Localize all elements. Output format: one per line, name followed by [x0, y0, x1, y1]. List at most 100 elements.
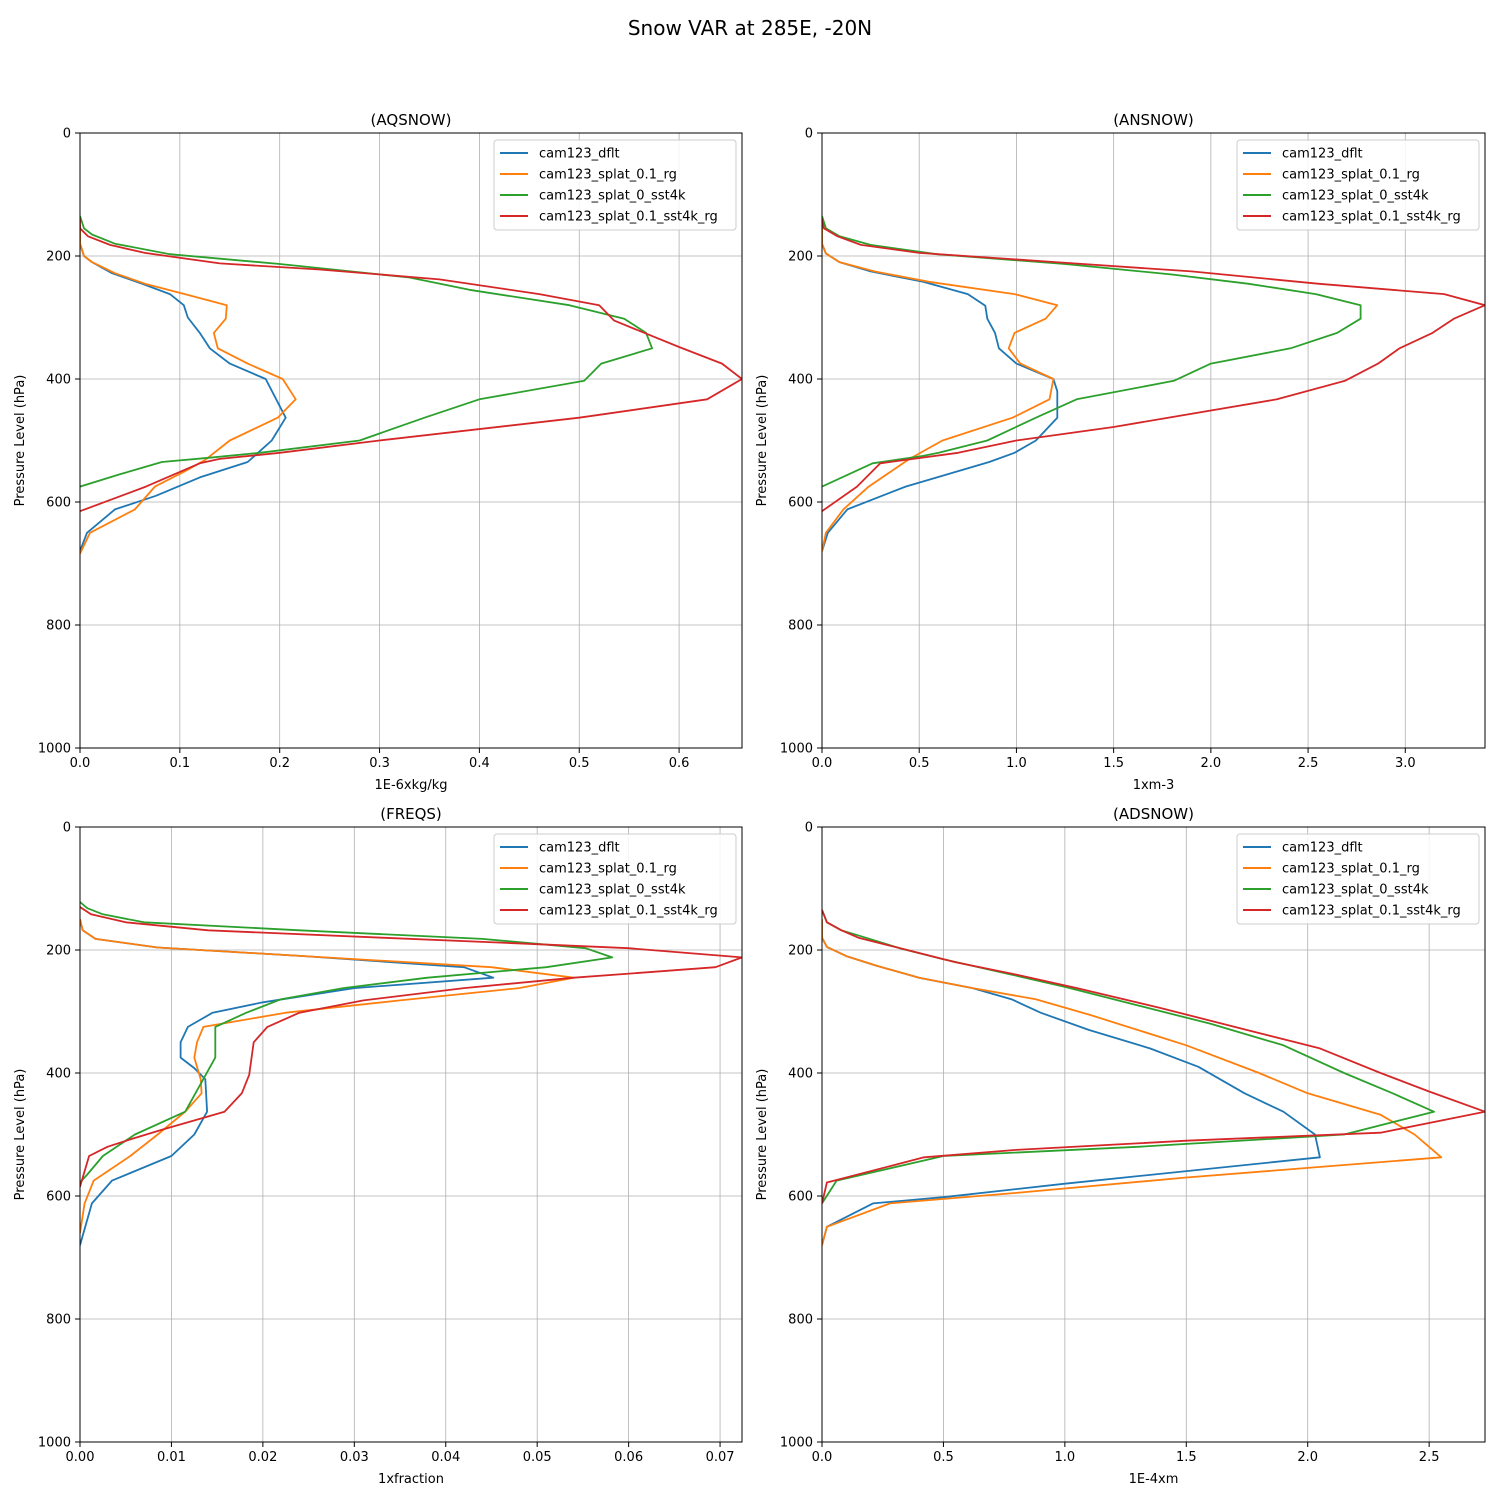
plot-frame: [821, 826, 1486, 1443]
y-tick-label: 400: [46, 373, 71, 388]
x-axis-label: 1E-4xm: [1129, 1472, 1179, 1487]
x-tick-label: 0.03: [340, 1450, 369, 1465]
y-tick-label: 400: [788, 373, 813, 388]
x-tick-label: 1.0: [1055, 1450, 1076, 1465]
chart-panel-1: 0.0 0.1 0.2 0.3 0.4 0.5 0.6 0 200 400 600 800 1000 (A…: [13, 111, 743, 793]
x-tick-label: 3.0: [1395, 756, 1416, 771]
x-tick-label: 0.5: [909, 756, 930, 771]
x-tick-label: 0.5: [933, 1450, 954, 1465]
x-tick-label: 0.0: [812, 1450, 833, 1465]
x-tick-label: 0.01: [157, 1450, 186, 1465]
series-line-cam123_splat_0.1_rg: [80, 225, 297, 555]
y-tick-label: 1000: [38, 742, 71, 757]
y-axis-label: Pressure Level (hPa): [755, 375, 770, 507]
legend-entry: cam123_splat_0.1_rg: [1282, 862, 1420, 877]
x-tick-label: 0.04: [431, 1450, 460, 1465]
x-tick-label: 0.0: [812, 756, 833, 771]
x-tick-label: 0.0: [70, 756, 91, 771]
y-tick-label: 0: [805, 127, 813, 142]
legend: cam123_dflt cam123_splat_0.1_rg cam123_spl…: [493, 139, 737, 231]
y-tick-label: 800: [788, 619, 813, 634]
x-axis-label: 1xfraction: [378, 1472, 444, 1487]
series-line-cam123_splat_0.1_rg: [822, 919, 1443, 1246]
x-tick-label: 1.5: [1176, 1450, 1197, 1465]
x-tick-label: 2.5: [1419, 1450, 1440, 1465]
y-tick-label: 0: [63, 127, 71, 142]
y-axis-label: Pressure Level (hPa): [13, 375, 28, 507]
legend-entry: cam123_splat_0.1_rg: [1282, 168, 1420, 183]
legend-entry: cam123_dflt: [1282, 841, 1363, 856]
series-line-cam123_splat_0.1_sst4k_rg: [822, 218, 1485, 512]
series-line-cam123_splat_0_sst4k: [80, 901, 614, 1184]
legend-entry: cam123_splat_0.1_sst4k_rg: [539, 210, 718, 225]
chart-panel-3: 0.00 0.01 0.02 0.03 0.04 0.05 0.06 0.07 0 200 400 6…: [13, 805, 743, 1487]
x-tick-label: 2.5: [1298, 756, 1319, 771]
legend: cam123_dflt cam123_splat_0.1_rg cam123_spl…: [493, 833, 737, 925]
x-axis-label: 1xm-3: [1133, 778, 1175, 793]
y-tick-label: 600: [46, 1190, 71, 1205]
series-line-cam123_splat_0.1_sst4k_rg: [80, 906, 742, 1188]
series-line-cam123_splat_0.1_sst4k_rg: [80, 219, 742, 513]
legend-box: [1236, 139, 1480, 231]
x-tick-label: 2.0: [1201, 756, 1222, 771]
x-tick-label: 0.1: [170, 756, 191, 771]
y-tick-label: 0: [63, 821, 71, 836]
panel-title: (AQSNOW): [371, 111, 452, 129]
panel-title: (FREQS): [380, 805, 442, 823]
series-line-cam123_splat_0_sst4k: [822, 215, 1362, 488]
legend: cam123_dflt cam123_splat_0.1_rg cam123_spl…: [1236, 833, 1480, 925]
y-tick-label: 200: [788, 944, 813, 959]
x-tick-label: 0.06: [614, 1450, 643, 1465]
x-tick-label: 0.4: [469, 756, 490, 771]
series-line-cam123_splat_0.1_rg: [80, 919, 575, 1234]
legend-entry: cam123_dflt: [1282, 147, 1363, 162]
x-tick-label: 1.5: [1103, 756, 1124, 771]
figure-title: Snow VAR at 285E, -20N: [627, 16, 873, 40]
y-tick-label: 400: [788, 1067, 813, 1082]
plot-frame: [821, 132, 1486, 749]
y-tick-label: 1000: [38, 1436, 71, 1451]
y-tick-label: 600: [46, 496, 71, 511]
legend: cam123_dflt cam123_splat_0.1_rg cam123_spl…: [1236, 139, 1480, 231]
y-tick-label: 1000: [780, 1436, 813, 1451]
legend-box: [493, 139, 737, 231]
legend-entry: cam123_splat_0_sst4k: [1282, 189, 1429, 204]
x-tick-label: 0.6: [669, 756, 690, 771]
y-tick-label: 400: [46, 1067, 71, 1082]
panel-title: (ANSNOW): [1113, 111, 1194, 129]
y-axis-label: Pressure Level (hPa): [13, 1069, 28, 1201]
x-tick-label: 0.2: [269, 756, 290, 771]
x-axis-label: 1E-6xkg/kg: [374, 778, 447, 793]
x-tick-label: 0.3: [369, 756, 390, 771]
y-tick-label: 600: [788, 1190, 813, 1205]
x-tick-label: 0.00: [66, 1450, 95, 1465]
y-tick-label: 600: [788, 496, 813, 511]
series-line-cam123_splat_0_sst4k: [822, 909, 1435, 1204]
legend-entry: cam123_splat_0_sst4k: [539, 883, 686, 898]
series-line-cam123_splat_0.1_sst4k_rg: [822, 909, 1485, 1204]
x-tick-label: 0.02: [248, 1450, 277, 1465]
y-axis-label: Pressure Level (hPa): [755, 1069, 770, 1201]
chart-panel-4: 0.0 0.5 1.0 1.5 2.0 2.5 0 200 400 600 800 1000 (ADSN…: [755, 805, 1486, 1487]
y-tick-label: 200: [46, 944, 71, 959]
y-tick-label: 0: [805, 821, 813, 836]
chart-panel-2: 0.0 0.5 1.0 1.5 2.0 2.5 3.0 0 200 400 600 800 1000 (A…: [755, 111, 1486, 793]
x-tick-label: 1.0: [1006, 756, 1027, 771]
legend-entry: cam123_splat_0_sst4k: [1282, 883, 1429, 898]
y-tick-label: 800: [46, 619, 71, 634]
legend-entry: cam123_splat_0.1_sst4k_rg: [539, 904, 718, 919]
y-tick-label: 800: [46, 1313, 71, 1328]
legend-entry: cam123_splat_0.1_sst4k_rg: [1282, 210, 1461, 225]
plot-frame: [79, 826, 743, 1443]
legend-entry: cam123_dflt: [539, 147, 620, 162]
legend-entry: cam123_splat_0_sst4k: [539, 189, 686, 204]
legend-entry: cam123_splat_0.1_sst4k_rg: [1282, 904, 1461, 919]
y-tick-label: 200: [788, 250, 813, 265]
y-tick-label: 800: [788, 1313, 813, 1328]
x-tick-label: 0.5: [569, 756, 590, 771]
legend-entry: cam123_dflt: [539, 841, 620, 856]
x-tick-label: 0.07: [706, 1450, 735, 1465]
legend-box: [1236, 833, 1480, 925]
x-tick-label: 2.0: [1297, 1450, 1318, 1465]
